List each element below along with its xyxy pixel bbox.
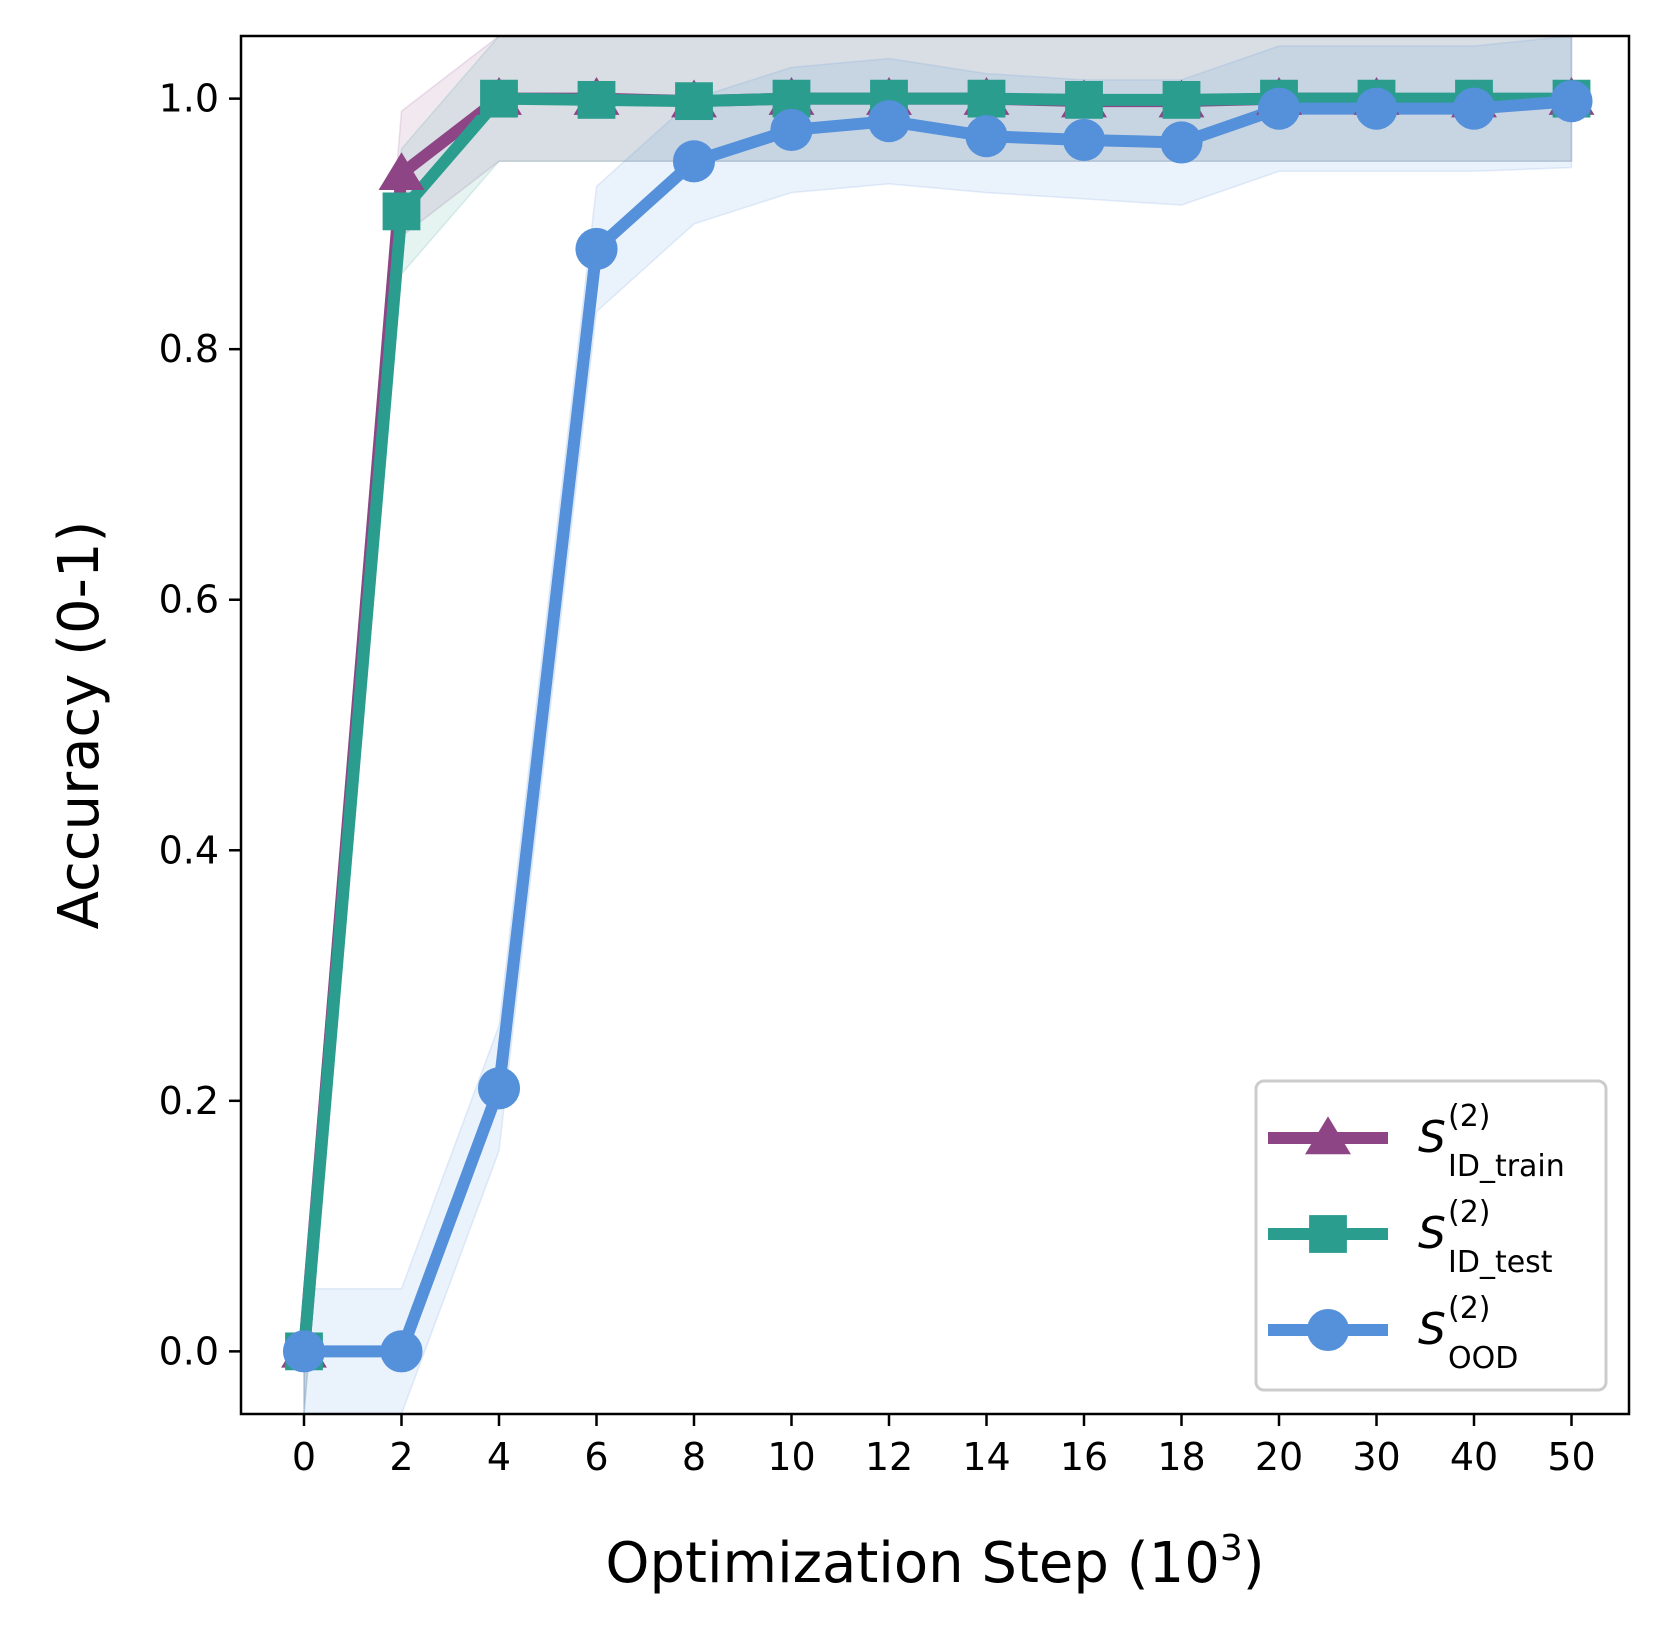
x-tick-label: 8 — [682, 1435, 706, 1479]
point-id_test — [675, 82, 713, 121]
legend-marker-ood — [1306, 1308, 1350, 1352]
axis-ticks: 0 2 4 6 8 10 12 14 16 18 20 30 40 50 0.0 0.2 0.4 0.6 0.8 1.… — [159, 77, 1596, 1479]
y-axis-title: Accuracy (0-1) — [47, 521, 112, 930]
y-tick-label: 0.2 — [159, 1079, 219, 1123]
y-tick-label: 0.0 — [159, 1329, 219, 1373]
point-id_test — [480, 79, 518, 118]
point-id_test — [382, 192, 421, 231]
point-ood — [380, 1330, 423, 1373]
x-tick-label: 10 — [767, 1435, 815, 1479]
legend-label-id_train: S(2) ID_train — [1418, 1099, 1565, 1184]
x-tick-label: 12 — [865, 1435, 913, 1479]
point-ood — [1062, 118, 1106, 162]
series-markers — [281, 77, 1595, 1373]
legend-marker-id_train — [1305, 1116, 1351, 1155]
x-tick-label: 2 — [389, 1435, 413, 1479]
x-tick-label: 4 — [487, 1435, 511, 1479]
point-ood — [282, 1330, 326, 1373]
legend-box — [1254, 1079, 1608, 1392]
x-axis-title: Optimization Step (103) — [605, 1528, 1264, 1596]
legend-items: S(2) ID_train S(2) ID_test S(2) OOD — [1268, 1099, 1565, 1376]
y-tick-label: 1.0 — [159, 77, 219, 121]
point-ood — [965, 115, 1008, 158]
point-id_test — [967, 79, 1006, 118]
point-ood — [477, 1067, 521, 1110]
point-id_train — [378, 152, 425, 190]
point-id_test — [577, 80, 616, 119]
point-ood — [1452, 87, 1496, 130]
point-ood — [1257, 87, 1301, 130]
point-id_test — [1162, 80, 1201, 119]
x-tick-label: 40 — [1450, 1435, 1498, 1479]
plot-frame — [239, 34, 1631, 1416]
legend-marker-id_test — [1309, 1215, 1347, 1253]
x-tick-label: 14 — [962, 1435, 1010, 1479]
y-tick-label: 0.8 — [159, 327, 219, 371]
point-ood — [867, 100, 911, 143]
point-ood — [672, 140, 716, 183]
y-tick-label: 0.6 — [159, 578, 219, 622]
x-tick-label: 50 — [1547, 1435, 1595, 1479]
x-tick-label: 6 — [584, 1435, 608, 1479]
x-tick-label: 16 — [1060, 1435, 1108, 1479]
point-ood — [1355, 87, 1398, 130]
x-tick-label: 20 — [1255, 1435, 1303, 1479]
y-tick-label: 0.4 — [159, 828, 219, 872]
point-ood — [1160, 121, 1203, 164]
legend-label-ood: S(2) OOD — [1418, 1291, 1518, 1376]
point-id_test — [1065, 80, 1103, 119]
x-tick-label: 0 — [292, 1435, 316, 1479]
x-tick-label: 30 — [1352, 1435, 1400, 1479]
point-ood — [575, 227, 618, 271]
legend: S(2) ID_train S(2) ID_test S(2) OOD — [1254, 1079, 1608, 1392]
x-tick-label: 18 — [1157, 1435, 1205, 1479]
point-ood — [770, 108, 813, 152]
legend-label-id_test: S(2) ID_test — [1418, 1195, 1553, 1280]
point-ood — [1550, 80, 1593, 123]
